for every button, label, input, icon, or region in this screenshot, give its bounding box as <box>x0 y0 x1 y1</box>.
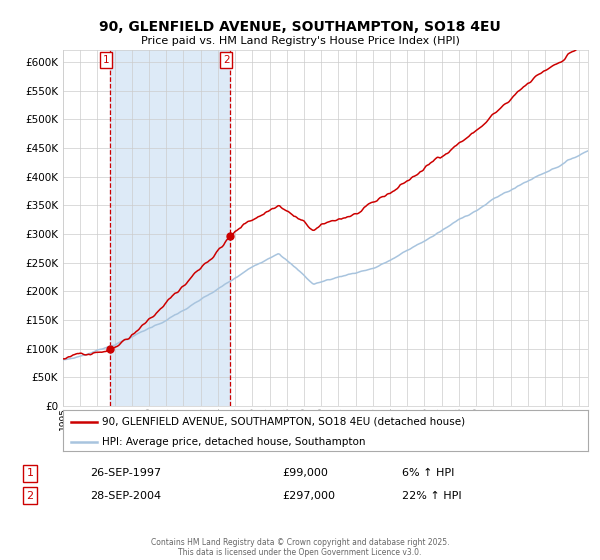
Text: 2: 2 <box>26 491 34 501</box>
Text: Price paid vs. HM Land Registry's House Price Index (HPI): Price paid vs. HM Land Registry's House … <box>140 36 460 46</box>
Text: 90, GLENFIELD AVENUE, SOUTHAMPTON, SO18 4EU: 90, GLENFIELD AVENUE, SOUTHAMPTON, SO18 … <box>99 20 501 34</box>
Text: 1: 1 <box>26 468 34 478</box>
Text: 2: 2 <box>223 55 229 65</box>
Text: 26-SEP-1997: 26-SEP-1997 <box>90 468 161 478</box>
Text: £297,000: £297,000 <box>282 491 335 501</box>
Text: 28-SEP-2004: 28-SEP-2004 <box>90 491 161 501</box>
Text: 1: 1 <box>103 55 109 65</box>
Text: 6% ↑ HPI: 6% ↑ HPI <box>402 468 454 478</box>
Text: £99,000: £99,000 <box>282 468 328 478</box>
Text: 22% ↑ HPI: 22% ↑ HPI <box>402 491 461 501</box>
Text: Contains HM Land Registry data © Crown copyright and database right 2025.
This d: Contains HM Land Registry data © Crown c… <box>151 538 449 557</box>
Bar <box>110 50 230 406</box>
Text: HPI: Average price, detached house, Southampton: HPI: Average price, detached house, Sout… <box>103 437 366 447</box>
Text: 90, GLENFIELD AVENUE, SOUTHAMPTON, SO18 4EU (detached house): 90, GLENFIELD AVENUE, SOUTHAMPTON, SO18 … <box>103 417 466 427</box>
